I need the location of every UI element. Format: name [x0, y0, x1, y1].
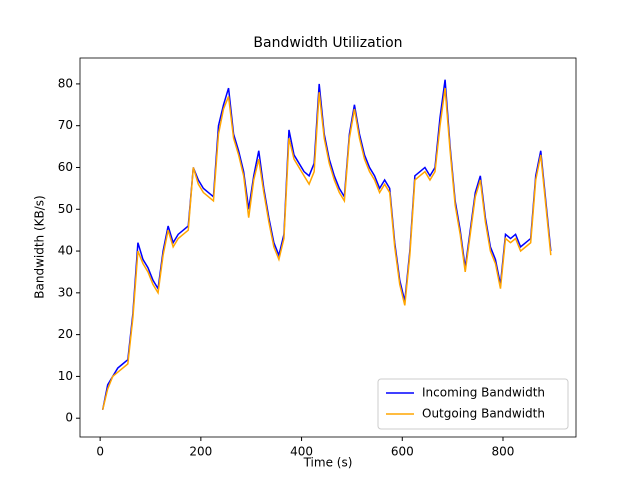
plot-frame [79, 57, 577, 438]
series-line [101, 87, 552, 411]
x-tick-label: 200 [189, 445, 212, 459]
y-axis-label: Bandwidth (KB/s) [33, 195, 47, 298]
x-tick-label: 600 [391, 445, 414, 459]
x-tick-label: 800 [492, 445, 515, 459]
legend-box [377, 378, 569, 430]
y-tick-label: 30 [58, 285, 73, 299]
y-tick-label: 80 [58, 76, 73, 90]
legend-label: Incoming Bandwidth [422, 386, 545, 400]
y-tick-label: 40 [58, 244, 73, 258]
x-axis-label: Time (s) [303, 456, 353, 470]
legend-label: Outgoing Bandwidth [422, 407, 545, 421]
y-tick-label: 60 [58, 160, 73, 174]
x-tick-label: 400 [290, 445, 313, 459]
y-tick-label: 50 [58, 202, 73, 216]
y-tick-label: 20 [58, 327, 73, 341]
x-tick-label: 0 [96, 445, 104, 459]
y-tick-label: 0 [65, 411, 73, 425]
chart-title: Bandwidth Utilization [253, 35, 402, 51]
y-tick-label: 10 [58, 369, 73, 383]
y-tick-label: 70 [58, 118, 73, 132]
series-line [101, 79, 552, 410]
